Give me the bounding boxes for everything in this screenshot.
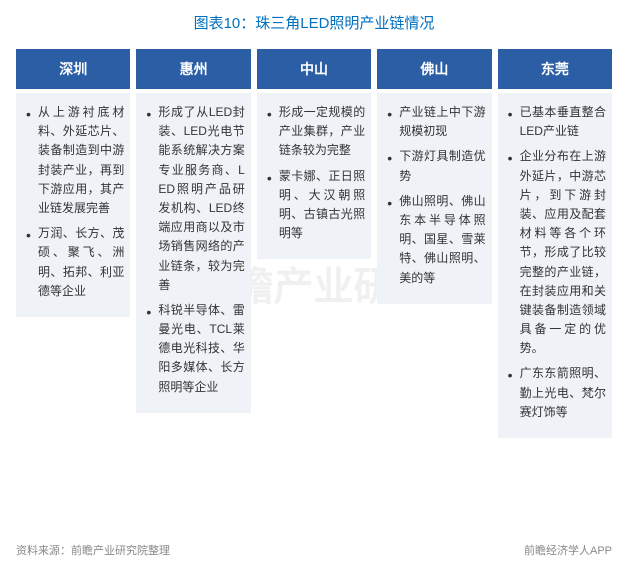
- footer-app: 前瞻经济学人APP: [524, 542, 612, 558]
- list-item: 蒙卡娜、正日照明、大汉朝照明、古镇古光照明等: [269, 167, 365, 244]
- list-item: 形成一定规模的产业集群，产业链条较为完整: [269, 103, 365, 161]
- column-body: 形成了从LED封装、LED光电节能系统解决方案专业服务商、LED照明产品研发机构…: [136, 93, 250, 413]
- list-item: 广东东箭照明、勤上光电、梵尔赛灯饰等: [510, 364, 606, 422]
- list-item: 企业分布在上游外延片，中游芯片，到下游封装、应用及配套材料等各个环节，形成了比较…: [510, 147, 606, 358]
- column-body: 已基本垂直整合LED产业链 企业分布在上游外延片，中游芯片，到下游封装、应用及配…: [498, 93, 612, 438]
- column-body: 从上游衬底材料、外延芯片、装备制造到中游封装产业，再到下游应用，其产业链发展完善…: [16, 93, 130, 317]
- list-item: 产业链上中下游规模初现: [389, 103, 485, 141]
- chart-title: 图表10：珠三角LED照明产业链情况: [16, 12, 612, 33]
- column-header: 东莞: [498, 49, 612, 89]
- list-item: 科锐半导体、雷曼光电、TCL莱德电光科技、华阳多媒体、长方照明等企业: [148, 301, 244, 397]
- column-zhongshan: 中山 形成一定规模的产业集群，产业链条较为完整 蒙卡娜、正日照明、大汉朝照明、古…: [257, 49, 371, 438]
- column-shenzhen: 深圳 从上游衬底材料、外延芯片、装备制造到中游封装产业，再到下游应用，其产业链发…: [16, 49, 130, 438]
- footer: 资料来源：前瞻产业研究院整理 前瞻经济学人APP: [16, 542, 612, 558]
- column-header: 深圳: [16, 49, 130, 89]
- footer-source: 资料来源：前瞻产业研究院整理: [16, 542, 170, 558]
- columns-container: 深圳 从上游衬底材料、外延芯片、装备制造到中游封装产业，再到下游应用，其产业链发…: [16, 49, 612, 438]
- column-dongguan: 东莞 已基本垂直整合LED产业链 企业分布在上游外延片，中游芯片，到下游封装、应…: [498, 49, 612, 438]
- list-item: 形成了从LED封装、LED光电节能系统解决方案专业服务商、LED照明产品研发机构…: [148, 103, 244, 295]
- list-item: 下游灯具制造优势: [389, 147, 485, 185]
- list-item: 已基本垂直整合LED产业链: [510, 103, 606, 141]
- list-item: 从上游衬底材料、外延芯片、装备制造到中游封装产业，再到下游应用，其产业链发展完善: [28, 103, 124, 218]
- column-header: 中山: [257, 49, 371, 89]
- column-foshan: 佛山 产业链上中下游规模初现 下游灯具制造优势 佛山照明、佛山东本半导体照明、国…: [377, 49, 491, 438]
- list-item: 佛山照明、佛山东本半导体照明、国星、雪莱特、佛山照明、美的等: [389, 192, 485, 288]
- column-header: 惠州: [136, 49, 250, 89]
- list-item: 万润、长方、茂硕、聚飞、洲明、拓邦、利亚德等企业: [28, 224, 124, 301]
- column-body: 形成一定规模的产业集群，产业链条较为完整 蒙卡娜、正日照明、大汉朝照明、古镇古光…: [257, 93, 371, 259]
- column-body: 产业链上中下游规模初现 下游灯具制造优势 佛山照明、佛山东本半导体照明、国星、雪…: [377, 93, 491, 304]
- column-header: 佛山: [377, 49, 491, 89]
- column-huizhou: 惠州 形成了从LED封装、LED光电节能系统解决方案专业服务商、LED照明产品研…: [136, 49, 250, 438]
